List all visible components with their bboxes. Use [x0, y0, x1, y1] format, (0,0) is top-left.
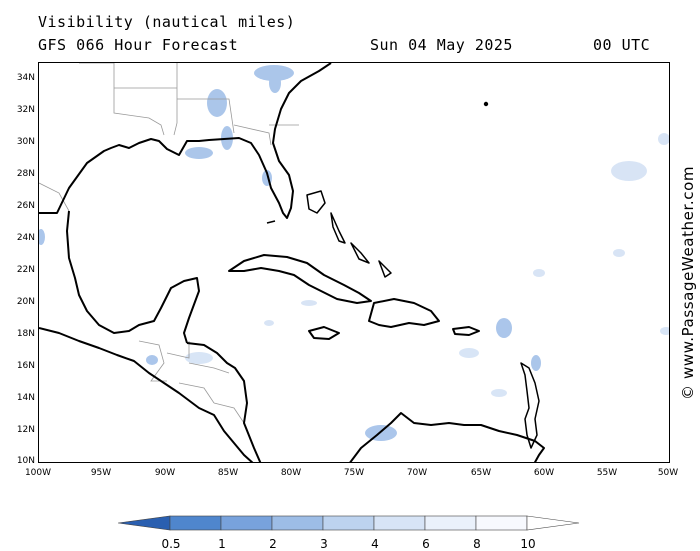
legend-cell	[220, 515, 273, 531]
legend-cell	[271, 515, 324, 531]
lat-tick-label: 30N	[16, 137, 35, 147]
lat-tick-label: 34N	[16, 73, 35, 83]
lon-tick-label: 60W	[533, 468, 555, 478]
chart-title: Visibility (nautical miles)	[38, 13, 296, 31]
lon-tick-label: 85W	[217, 468, 239, 478]
lat-tick-label: 22N	[16, 265, 35, 275]
lon-tick-label: 100W	[24, 468, 52, 478]
legend-label: 3	[320, 537, 328, 551]
legend-label: 10	[520, 537, 536, 551]
forecast-date: Sun 04 May 2025	[370, 36, 513, 54]
legend-cell	[475, 515, 528, 531]
lon-tick-label: 95W	[90, 468, 112, 478]
visibility-light	[185, 133, 669, 397]
lon-tick-label: 75W	[343, 468, 365, 478]
legend-cell	[118, 515, 171, 531]
lon-tick-label: 90W	[154, 468, 176, 478]
legend-colorbar	[118, 515, 580, 531]
lon-tick-label: 50W	[657, 468, 679, 478]
legend-label: 1	[218, 537, 226, 551]
lat-tick-label: 24N	[16, 233, 35, 243]
map-canvas	[39, 63, 669, 462]
legend-cell	[526, 515, 580, 531]
lon-tick-label: 55W	[596, 468, 618, 478]
legend-label: 6	[422, 537, 430, 551]
lon-tick-label: 70W	[406, 468, 428, 478]
forecast-time: 00 UTC	[593, 36, 651, 54]
lat-tick-label: 26N	[16, 201, 35, 211]
map-panel	[38, 62, 670, 463]
lon-tick-label: 80W	[280, 468, 302, 478]
legend-cells	[118, 515, 580, 531]
legend-cell	[322, 515, 375, 531]
legend-label: 4	[371, 537, 379, 551]
political-borders	[39, 63, 299, 424]
lat-tick-label: 18N	[16, 329, 35, 339]
forecast-label: GFS 066 Hour Forecast	[38, 36, 239, 54]
watermark-text: © www.PassageWeather.com	[679, 165, 697, 400]
lat-tick-label: 12N	[16, 425, 35, 435]
visibility-shading	[39, 65, 541, 441]
watermark: © www.PassageWeather.com	[679, 150, 699, 400]
legend-cell	[424, 515, 477, 531]
coastlines	[39, 63, 545, 462]
legend-cell	[373, 515, 426, 531]
legend-label: 8	[473, 537, 481, 551]
lat-tick-label: 28N	[16, 169, 35, 179]
lat-tick-label: 16N	[16, 361, 35, 371]
legend-label: 2	[269, 537, 277, 551]
lat-tick-label: 10N	[16, 456, 35, 466]
lat-tick-label: 14N	[16, 393, 35, 403]
lon-tick-label: 65W	[470, 468, 492, 478]
legend-label: 0.5	[161, 537, 181, 551]
legend-cell	[169, 515, 222, 531]
lat-tick-label: 32N	[16, 105, 35, 115]
lat-tick-label: 20N	[16, 297, 35, 307]
